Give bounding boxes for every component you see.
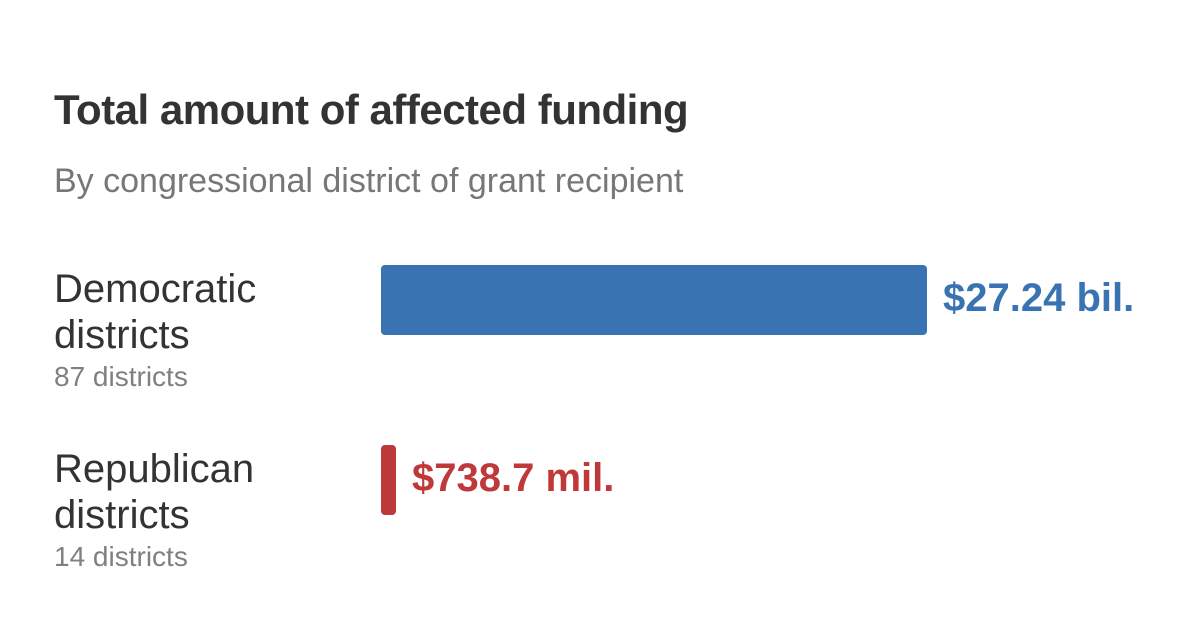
category-label-republican: Republican districts xyxy=(54,446,354,538)
row-label-democratic: Democratic districts 87 districts xyxy=(54,266,354,394)
bar-democratic xyxy=(381,265,927,335)
chart-subtitle: By congressional district of grant recip… xyxy=(54,162,684,200)
chart-title: Total amount of affected funding xyxy=(54,86,689,133)
category-label-line1: Republican xyxy=(54,447,255,491)
category-label-line1: Democratic xyxy=(54,267,257,311)
category-label-democratic: Democratic districts xyxy=(54,266,354,358)
category-label-line2: districts xyxy=(54,493,190,537)
district-count-democratic: 87 districts xyxy=(54,361,188,392)
value-label-democratic: $27.24 bil. xyxy=(943,276,1135,320)
bar-republican xyxy=(381,445,396,515)
value-label-republican: $738.7 mil. xyxy=(412,456,615,500)
district-count-republican: 14 districts xyxy=(54,541,188,572)
row-label-republican: Republican districts 14 districts xyxy=(54,446,354,574)
category-label-line2: districts xyxy=(54,313,190,357)
